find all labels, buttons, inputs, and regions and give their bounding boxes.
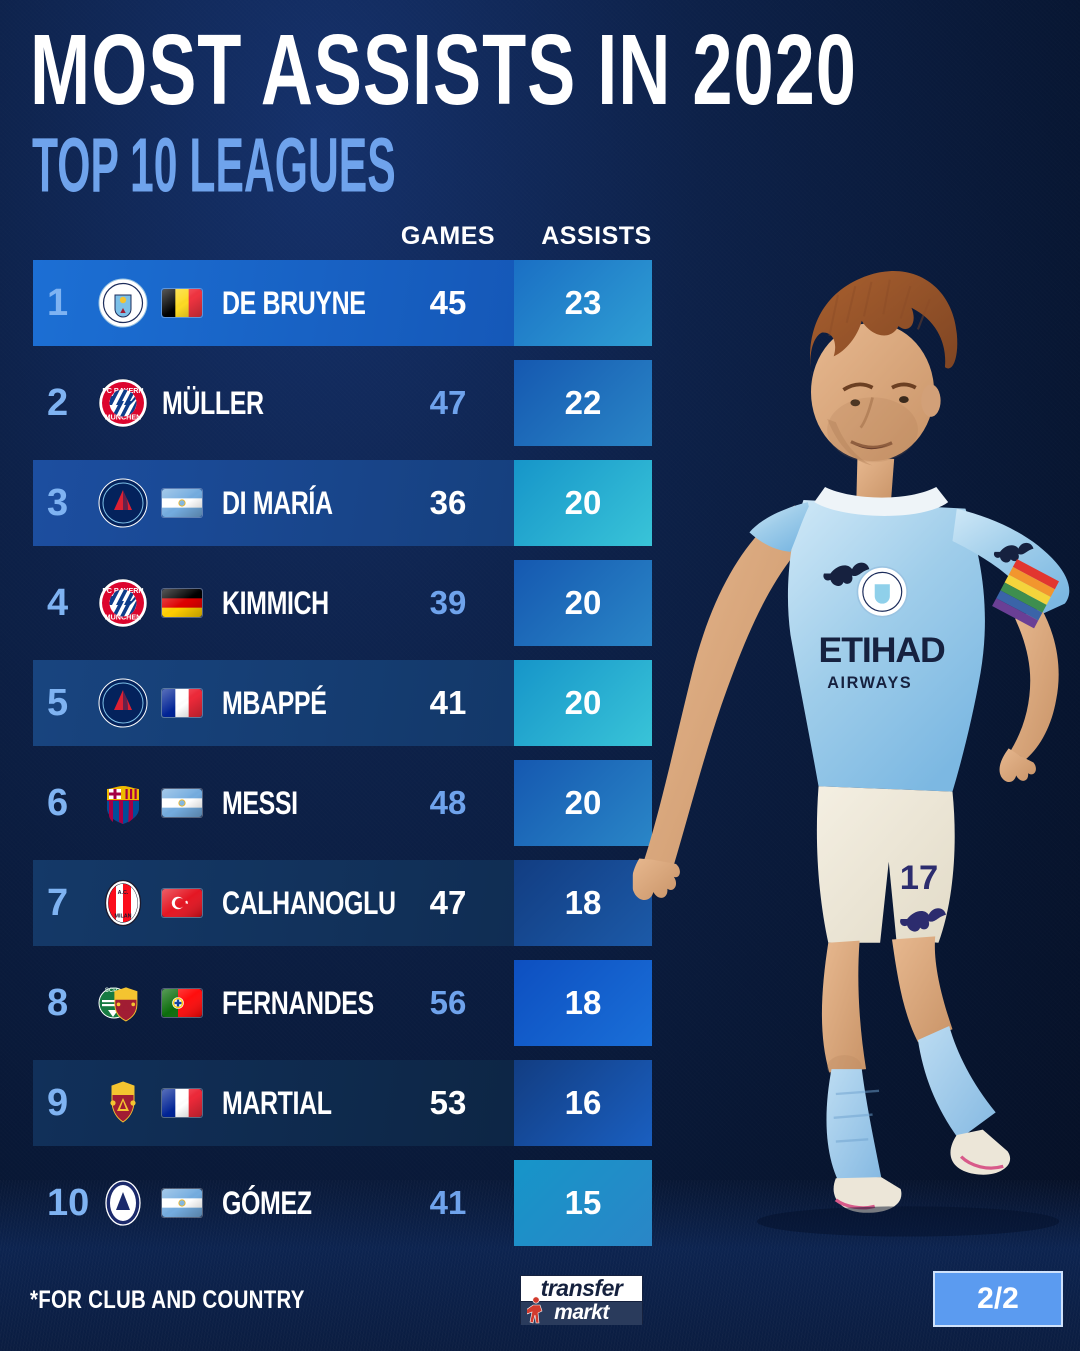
svg-text:A.C.: A.C. xyxy=(118,890,129,896)
svg-text:AIRWAYS: AIRWAYS xyxy=(827,674,912,692)
svg-text:MILAN: MILAN xyxy=(114,914,131,920)
svg-text:17: 17 xyxy=(900,859,938,897)
svg-text:ETIHAD: ETIHAD xyxy=(819,630,945,670)
